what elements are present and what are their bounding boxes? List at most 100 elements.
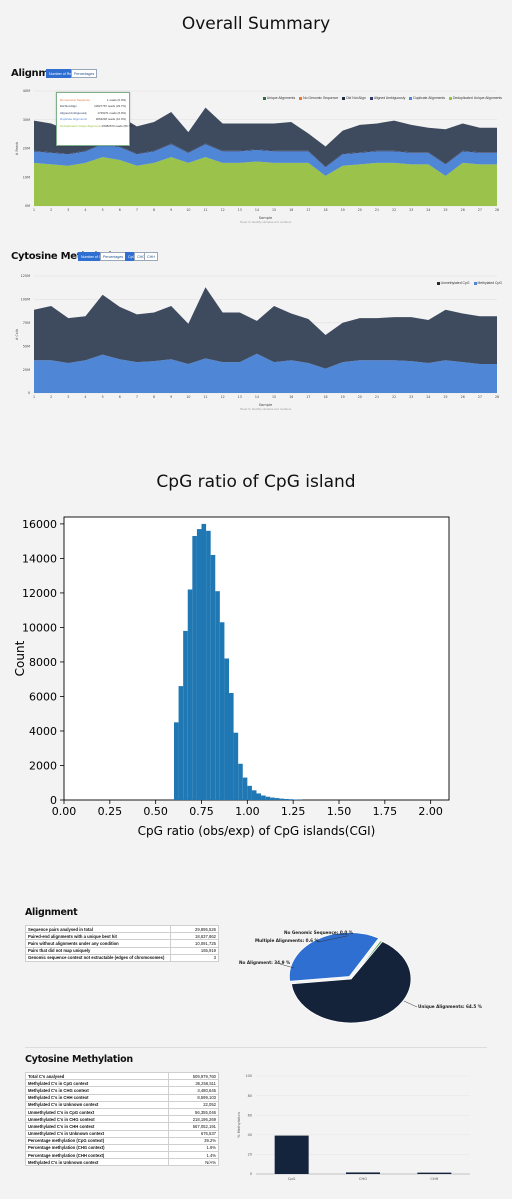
methylation-bar-chart: 100 80 60 40 20 0 % Methylation CpG CHG CHH xyxy=(237,1074,470,1181)
y-tick-label: 4000 xyxy=(29,725,57,738)
pie-label: Multiple Alignments: 0.6 % xyxy=(255,938,320,943)
x-tick-label: 0.25 xyxy=(98,805,123,818)
alignment-table: Sequence pairs analysed in total 29,895,5… xyxy=(25,924,219,962)
legend-item[interactable]: Unmethylated CpG xyxy=(436,281,470,285)
row-label: Methylated C's in Unknown context xyxy=(24,1158,170,1167)
table-row: Unmethylated C's in Unknown context 676,5… xyxy=(24,1129,219,1138)
percentages-button[interactable]: Percentages xyxy=(71,69,98,78)
tooltip-row: Deduplicated Unique Alignments 15082570 r… xyxy=(60,123,134,128)
tooltip-row: No Genomic Sequence 1 reads (0.0%) xyxy=(60,98,126,102)
y-tick-label: 50M xyxy=(23,344,30,348)
alignment-section-title: Alignment xyxy=(25,907,78,918)
x-tick-label: 21 xyxy=(375,395,379,399)
tooltip-label: Deduplicated Unique Alignments xyxy=(60,123,102,128)
table-row: Methylated C's in CHH context 8,599,103 xyxy=(24,1093,219,1102)
legend-item[interactable]: Aligned Ambiguously xyxy=(369,96,406,100)
y-tick-label: 0 xyxy=(28,391,30,395)
y-tick-label: 80 xyxy=(248,1094,252,1098)
legend-item[interactable]: No Genomic Sequence xyxy=(299,96,338,100)
x-tick-label: 8 xyxy=(153,208,155,212)
pie-leader xyxy=(331,933,350,936)
y-tick-label: 6000 xyxy=(29,690,57,703)
legend-item[interactable]: Did Not Align xyxy=(342,96,366,100)
x-tick-label: CpG xyxy=(288,1177,296,1181)
legend-item[interactable]: Unique Alignments xyxy=(262,96,295,100)
methylation-legend: Unmethylated CpG Methylated CpG xyxy=(436,281,502,285)
row-value: 10,091,725 xyxy=(170,939,219,948)
legend-swatch xyxy=(409,96,413,100)
histogram-bar xyxy=(210,554,216,800)
histogram-bar xyxy=(192,535,197,800)
legend-item[interactable]: Deduplicated Unique Alignments xyxy=(448,96,502,100)
row-label: Methylated C's in CHG context xyxy=(24,1086,170,1095)
row-value: 18,637,862 xyxy=(170,932,219,941)
y-tick-label: 16000 xyxy=(22,518,57,531)
x-tick-label: 9 xyxy=(170,395,172,399)
y-tick-label: 40 xyxy=(248,1133,252,1137)
chh-context-button[interactable]: CHH xyxy=(144,252,158,261)
pie-leader xyxy=(279,963,295,969)
x-axis-label: Sample xyxy=(259,403,273,407)
histogram-bar xyxy=(229,693,234,800)
legend-label: Unmethylated CpG xyxy=(440,281,470,285)
tooltip-label: Did Not Align xyxy=(60,104,77,109)
y-tick-label: 14000 xyxy=(22,552,57,565)
x-tick-label: 15 xyxy=(272,208,276,212)
histogram-bar xyxy=(247,785,252,800)
tooltip-row: Duplicate Alignments 3663218 reads (12.3%… xyxy=(60,117,126,121)
row-value: 218,196,269 xyxy=(168,1115,219,1124)
row-label: Percentage methylation (CHH context) xyxy=(24,1151,170,1160)
x-tick-label: 4 xyxy=(84,395,86,399)
tooltip-value: 10027767 reads (33.7%) xyxy=(94,104,126,109)
x-tick-label: 22 xyxy=(392,208,396,212)
x-tick-label: 16 xyxy=(289,395,293,399)
row-label: Genomic sequence context not extractable… xyxy=(25,953,171,962)
x-tick-label: 0.75 xyxy=(189,805,214,818)
overall-summary-title: Overall Summary xyxy=(181,14,331,34)
table-row: Methylated C's in Unknown context N/A% xyxy=(24,1158,219,1167)
y-tick-label: 75M xyxy=(23,321,30,325)
x-tick-label: 4 xyxy=(84,208,86,212)
x-tick-label: 19 xyxy=(341,208,345,212)
legend-item[interactable]: Methylated CpG xyxy=(473,281,502,285)
x-tick-label: 21 xyxy=(375,208,379,212)
x-axis-note: Hover to identify samples and numbers xyxy=(240,407,292,411)
methylation-panel-title: Cytosine Methylation xyxy=(11,251,125,262)
histogram-bar xyxy=(206,530,211,800)
x-tick-label: 2 xyxy=(50,395,52,399)
x-tick-label: 17 xyxy=(306,395,310,399)
row-label: Methylated C's in CHH context xyxy=(24,1093,170,1102)
cpg-ratio-title: CpG ratio of CpG island xyxy=(156,472,356,492)
histogram-bar xyxy=(279,798,284,800)
x-tick-label: 2 xyxy=(50,208,52,212)
row-value: 567,052,191 xyxy=(168,1122,219,1131)
y-tick-label: 30M xyxy=(23,118,30,122)
row-label: Pairs without alignments under any condi… xyxy=(25,939,171,948)
tooltip-value: 1 reads (0.0%) xyxy=(107,97,126,102)
area-series-unmethylated-cpg xyxy=(34,287,497,369)
histogram-bar xyxy=(274,798,280,800)
x-tick-label: 27 xyxy=(478,208,482,212)
histogram-bar xyxy=(284,798,289,800)
y-axis-label: % Methylation xyxy=(237,1112,241,1138)
row-label: Sequence pairs analysed in total xyxy=(25,924,171,934)
y-tick-label: 100 xyxy=(246,1074,252,1078)
legend-label: No Genomic Sequence xyxy=(303,96,339,100)
methylation-bar xyxy=(417,1172,452,1174)
area-series-methylated-cpg xyxy=(34,353,497,393)
table-row: Pairs without alignments under any condi… xyxy=(25,939,219,948)
row-value: 3 xyxy=(170,953,219,962)
legend-item[interactable]: Duplicate Alignments xyxy=(409,96,445,100)
row-value: 1.6% xyxy=(168,1143,219,1153)
x-tick-label: 25 xyxy=(444,395,448,399)
table-row: Unmethylated C's in CpG context 56,355,04… xyxy=(24,1107,219,1117)
y-tick-label: 40M xyxy=(23,89,30,93)
table-row: Percentage methylation (CpG context) 39.2… xyxy=(24,1136,219,1145)
x-tick-label: 18 xyxy=(323,395,327,399)
methylation-bar xyxy=(274,1135,309,1174)
legend-label: Aligned Ambiguously xyxy=(373,96,406,100)
pie-slice xyxy=(288,932,380,982)
tooltip-label: Aligned Ambiguously xyxy=(60,110,87,115)
y-tick-label: 20M xyxy=(23,147,30,151)
